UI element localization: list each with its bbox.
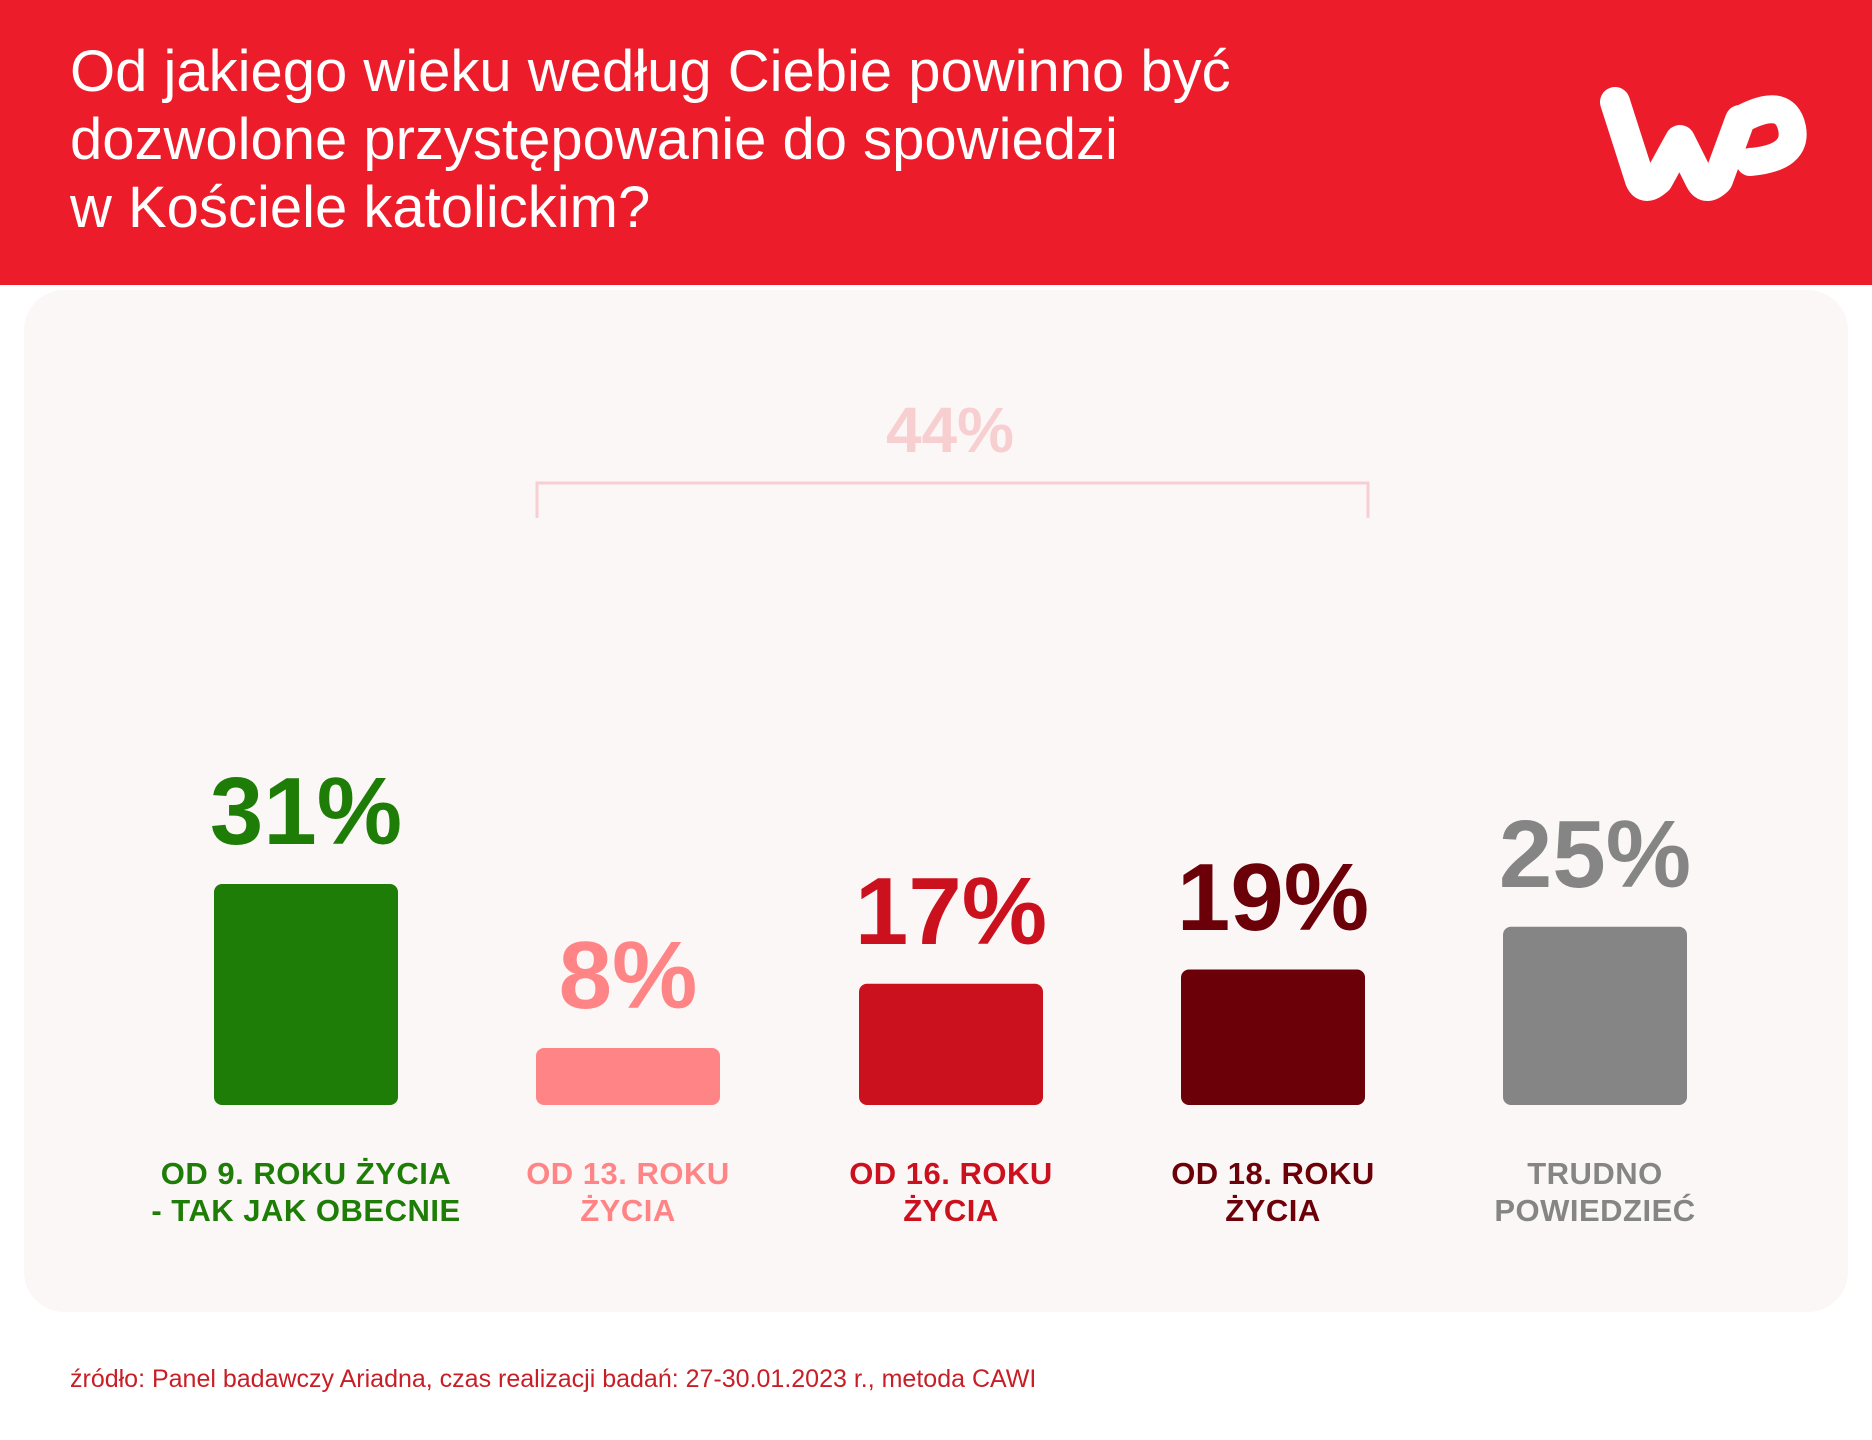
category-label-line: OD 16. ROKU [849,1156,1053,1191]
bracket-line [535,481,1370,518]
bar-5 [1503,926,1687,1105]
bar-4 [1181,969,1365,1105]
category-label-line: TRUDNO [1527,1156,1663,1191]
bar-3 [859,983,1043,1105]
wp-logo-icon [1600,87,1807,201]
category-label-line: ŻYCIA [1225,1193,1321,1228]
category-label-line: OD 13. ROKU [526,1156,730,1191]
category-label: TRUDNO POWIEDZIEĆ [1435,1155,1755,1229]
bar-2 [536,1047,720,1105]
bar-value-label: 25% [1498,800,1692,908]
bar-value-label: 8% [558,921,698,1029]
category-label: OD 13. ROKU ŻYCIA [468,1155,788,1229]
category-label: OD 9. ROKU ŻYCIA - TAK JAK OBECNIE [146,1155,466,1229]
source-note: źródło: Panel badawczy Ariadna, czas rea… [70,1365,1037,1393]
category-label-line: POWIEDZIEĆ [1494,1193,1696,1228]
category-label-line: - TAK JAK OBECNIE [151,1193,461,1228]
category-label-line: ŻYCIA [580,1193,676,1228]
bracket-total-label: 44% [885,394,1015,466]
category-label-line: OD 18. ROKU [1171,1156,1375,1191]
category-label: OD 18. ROKU ŻYCIA [1113,1155,1433,1229]
bar-value-label: 17% [854,857,1048,965]
chart-title: Od jakiego wieku według Ciebie powinno b… [70,39,1231,240]
chart-panel [24,290,1848,1312]
category-label-line: OD 9. ROKU ŻYCIA [160,1156,452,1191]
header-banner: Od jakiego wieku według Ciebie powinno b… [0,0,1872,285]
bar-value-label: 19% [1176,843,1370,951]
bar-value-label: 31% [209,758,403,865]
bar-1 [214,884,398,1105]
category-label-line: ŻYCIA [903,1193,999,1228]
category-label: OD 16. ROKU ŻYCIA [791,1155,1111,1229]
